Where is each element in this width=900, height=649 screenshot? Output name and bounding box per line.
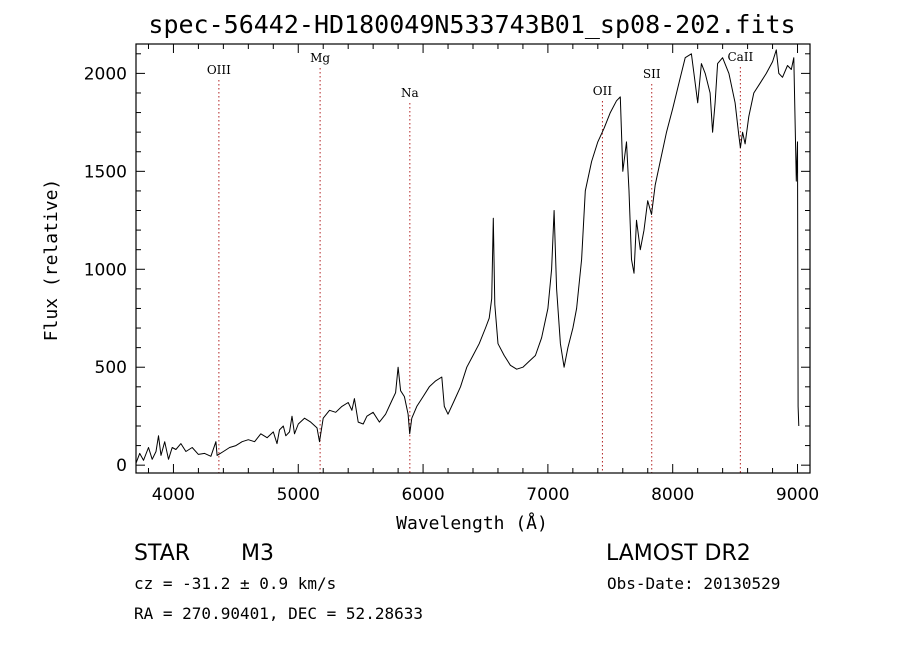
object-type: STAR bbox=[134, 541, 190, 566]
line-label-mg: Mg bbox=[310, 51, 330, 65]
y-tick-label: 0 bbox=[116, 456, 127, 476]
x-tick-label: 4000 bbox=[152, 485, 195, 505]
line-label-oii: OII bbox=[593, 84, 613, 98]
axis-ticks: 4000 5000 6000 7000 8000 9000 0 500 1000 1500 2000 bbox=[84, 44, 819, 505]
x-axis-label: Wavelength (Å) bbox=[396, 512, 548, 534]
chart-title: spec-56442-HD180049N533743B01_sp08-202.f… bbox=[148, 10, 795, 39]
y-tick-label: 2000 bbox=[84, 64, 127, 84]
x-tick-label: 6000 bbox=[401, 485, 444, 505]
x-tick-label: 7000 bbox=[526, 485, 569, 505]
line-label-oiii: OIII bbox=[207, 63, 231, 77]
y-axis-label: Flux (relative) bbox=[41, 179, 62, 342]
spectral-class: M3 bbox=[241, 541, 274, 566]
emission-line-markers: OIII Mg Na OII SII CaII bbox=[207, 50, 754, 473]
observation-date: Obs-Date: 20130529 bbox=[607, 574, 780, 593]
spectrum-line bbox=[135, 49, 800, 464]
y-tick-label: 500 bbox=[95, 358, 127, 378]
y-tick-label: 1500 bbox=[84, 162, 127, 182]
redshift-velocity: cz = -31.2 ± 0.9 km/s bbox=[134, 574, 336, 593]
x-tick-label: 9000 bbox=[776, 485, 819, 505]
x-tick-label: 8000 bbox=[651, 485, 694, 505]
spectrum-series bbox=[135, 49, 800, 464]
plot-frame bbox=[135, 43, 811, 474]
line-label-na: Na bbox=[401, 86, 419, 100]
y-tick-label: 1000 bbox=[84, 260, 127, 280]
x-tick-label: 5000 bbox=[277, 485, 320, 505]
survey-name: LAMOST DR2 bbox=[606, 541, 751, 566]
line-label-caii: CaII bbox=[727, 50, 753, 64]
line-label-sii: SII bbox=[643, 67, 661, 81]
ra-dec-coordinates: RA = 270.90401, DEC = 52.28633 bbox=[134, 604, 423, 623]
